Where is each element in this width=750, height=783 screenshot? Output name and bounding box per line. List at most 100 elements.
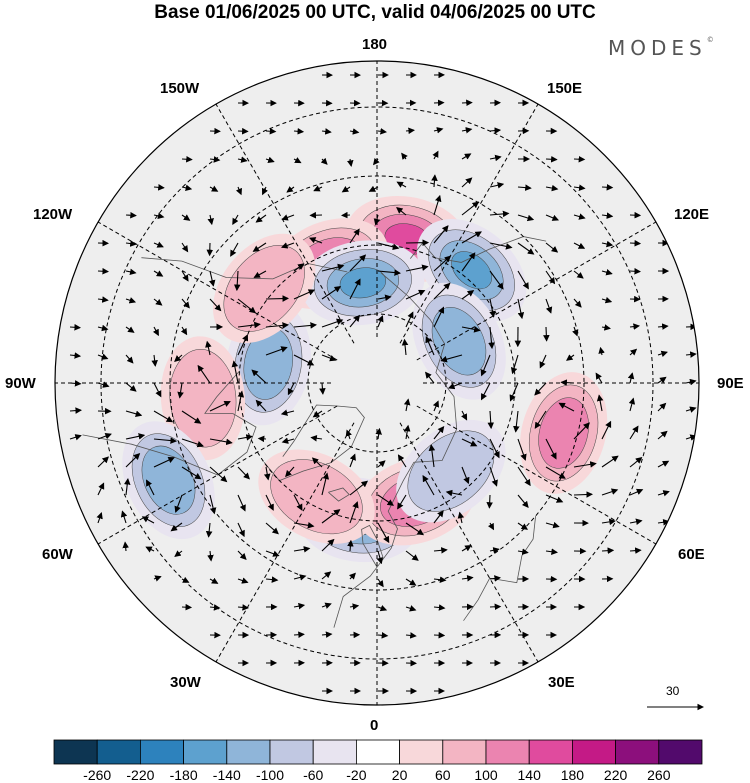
wind-arrow (517, 494, 529, 508)
wind-arrow (595, 372, 603, 384)
wind-arrow (145, 546, 155, 553)
wind-arrow (601, 183, 614, 191)
coastline (463, 516, 536, 621)
wind-arrow (433, 604, 446, 611)
wind-arrow (509, 382, 519, 402)
wind-arrow (181, 466, 202, 480)
wind-arrow (209, 466, 228, 483)
wind-arrow (312, 410, 323, 418)
wind-arrow (601, 296, 613, 304)
lon-label-120w: 120W (33, 206, 73, 223)
wind-arrow (321, 354, 337, 362)
wind-arrow (685, 351, 697, 358)
wind-arrow (141, 516, 155, 524)
wind-arrow (489, 270, 504, 290)
wind-arrow (347, 539, 354, 552)
wind-arrow (405, 550, 419, 561)
wind-arrow (97, 456, 109, 468)
wind-arrow (573, 242, 586, 249)
wind-arrow (488, 326, 495, 350)
wind-arrow (558, 402, 575, 412)
wind-arrow (321, 571, 332, 580)
wind-arrow (377, 294, 392, 301)
wind-arrow (321, 538, 335, 552)
wind-arrow (601, 488, 619, 496)
colorbar-swatch (528, 739, 573, 765)
wind-arrow (293, 546, 311, 553)
wind-arrow (573, 184, 586, 191)
anomaly-cell-positive (519, 372, 608, 494)
lon-label-120e: 120E (674, 206, 710, 223)
wind-arrow (231, 360, 239, 384)
wind-arrow (461, 545, 472, 552)
wind-arrow (545, 466, 566, 479)
wind-arrow (629, 457, 643, 468)
wind-arrow (657, 460, 670, 468)
colorbar-swatch (183, 739, 228, 765)
wind-arrow (125, 433, 146, 440)
wind-arrow (433, 576, 447, 583)
wind-arrow (489, 210, 510, 218)
wind-arrow (285, 466, 295, 478)
wind-arrow (377, 522, 390, 544)
wind-arrow (349, 453, 356, 468)
wind-arrow (286, 186, 295, 193)
wind-arrow (629, 425, 639, 440)
wind-arrow (125, 382, 137, 392)
lon-label-150e: 150E (547, 80, 583, 97)
wind-arrow (237, 334, 249, 356)
wind-arrow (517, 466, 531, 487)
wind-arrow (255, 214, 267, 223)
colorbar-swatch (312, 739, 357, 765)
wind-arrow (209, 577, 219, 584)
wind-arrow (489, 182, 505, 189)
wind-arrow (377, 242, 400, 251)
wind-arrow (197, 364, 211, 384)
wind-arrow (349, 572, 356, 580)
wind-arrow (461, 201, 480, 216)
lon-label-60w: 60W (42, 546, 73, 563)
wind-arrow (209, 438, 233, 446)
wind-arrow (601, 518, 616, 526)
colorbar-swatch (139, 739, 184, 765)
wind-arrow (69, 434, 82, 441)
wind-arrow (349, 314, 361, 328)
wind-arrow (517, 548, 529, 555)
colorbar-tick: 220 (603, 767, 628, 783)
wind-arrow (293, 522, 315, 529)
wind-arrow (293, 322, 317, 329)
wind-arrow (573, 298, 582, 308)
wind-arrow (265, 322, 289, 329)
wind-arrow (377, 494, 395, 506)
wind-arrow (321, 509, 341, 524)
coastline (328, 487, 350, 502)
wind-arrow (601, 212, 614, 219)
latitude-circle (100, 106, 654, 660)
lon-label-30e: 30E (548, 674, 575, 691)
wind-arrow (153, 212, 165, 220)
wind-arrow (97, 432, 112, 440)
wind-arrow (293, 494, 303, 511)
wind-arrow (265, 550, 280, 557)
wind-arrow (321, 318, 344, 328)
wind-arrow (627, 372, 635, 384)
wind-arrow (153, 298, 163, 306)
wind-arrow (545, 521, 560, 529)
wind-arrow (461, 438, 478, 447)
wind-arrow (487, 410, 495, 430)
wind-arrow (373, 158, 380, 166)
wind-arrow (237, 321, 261, 329)
wind-arrow (69, 352, 82, 359)
wind-arrow (685, 378, 697, 386)
wind-arrow (181, 214, 191, 221)
wind-arrow (598, 346, 605, 356)
wind-arrow (629, 239, 642, 247)
wind-arrow (153, 270, 164, 277)
wind-arrow (125, 268, 137, 276)
wind-arrow (265, 127, 277, 135)
wind-arrow (237, 434, 253, 441)
wind-arrow (517, 242, 535, 255)
lon-label-150w: 150W (160, 80, 200, 97)
wind-arrow (170, 522, 183, 532)
wind-arrow (601, 324, 611, 331)
